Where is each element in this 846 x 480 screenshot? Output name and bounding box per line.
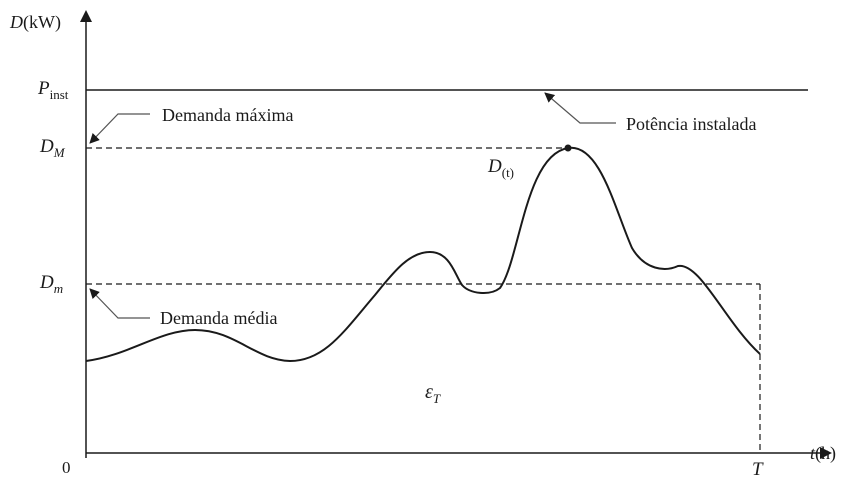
demand-curve [85,146,761,363]
installed-power-leader [544,92,616,124]
energy-label: εT [425,381,441,406]
installed-power-label: Pinst [37,78,69,102]
avg-demand-leader [89,288,150,319]
curve-label: D(t) [487,156,514,180]
x-axis-label: t(h) [810,443,836,464]
avg-demand-annotation: Demanda média [160,308,277,328]
origin-label: 0 [62,458,71,477]
peak-point [564,144,572,152]
end-time-label: T [752,459,764,480]
max-demand-annotation: Demanda máxima [162,105,293,125]
installed-power-annotation: Potência instalada [626,114,756,134]
avg-demand-label: Dm [39,272,63,296]
max-demand-leader [89,113,150,144]
y-axis-label: D(kW) [9,12,61,33]
max-demand-label: DM [39,136,66,160]
